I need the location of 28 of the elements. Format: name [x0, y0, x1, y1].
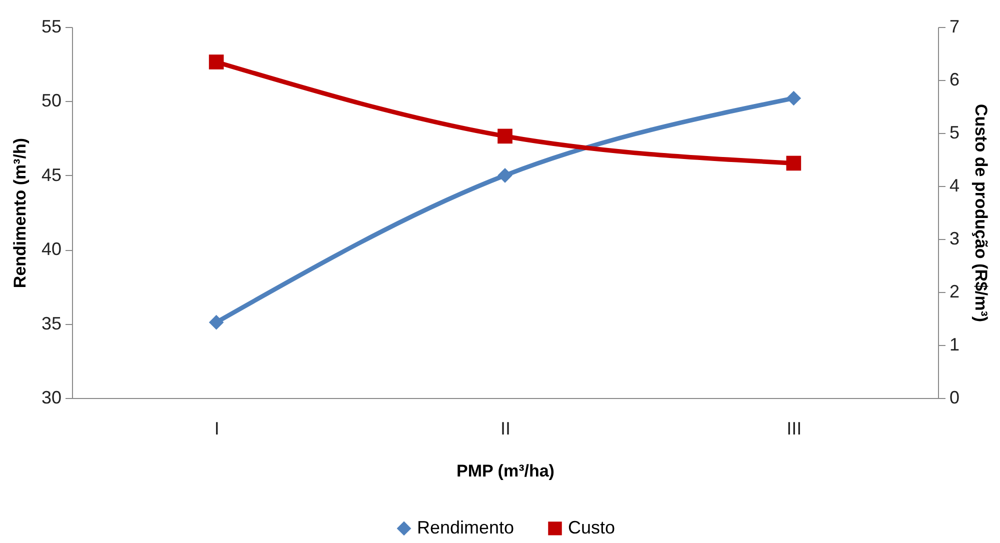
point [208, 54, 224, 70]
y-tick-label: 45 [41, 164, 62, 185]
point [498, 168, 512, 183]
y2-tick-label: 6 [950, 70, 960, 90]
legend-label: Custo [568, 517, 616, 538]
legend-label: Rendimento [417, 517, 514, 538]
y-tick-label: 35 [41, 313, 62, 334]
y2-axis-title: Custo de produção (R$/m³) [972, 104, 991, 322]
y2-tick-label: 1 [950, 334, 960, 354]
y-tick-label: 30 [41, 388, 62, 408]
y-axis-title: Rendimento (m³/h) [10, 138, 30, 288]
y2-tick-label: 3 [950, 228, 960, 248]
y2-tick-label: 2 [950, 282, 960, 302]
x-axis-title: PMP (m³/ha) [456, 462, 554, 480]
point [498, 128, 512, 144]
x-tick-label: III [786, 418, 802, 438]
point [786, 156, 802, 171]
y2-tick-label: 0 [950, 388, 960, 408]
x-tick-label: II [500, 418, 511, 438]
y-tick-label: 55 [41, 16, 62, 36]
point [208, 314, 224, 330]
x-tick-label: I [214, 418, 220, 438]
y-tick-label: 50 [41, 90, 62, 111]
y-tick-label: 40 [41, 239, 62, 260]
y2-tick-label: 7 [950, 16, 960, 36]
y2-tick-label: 4 [950, 176, 960, 196]
y2-tick-label: 5 [950, 122, 960, 142]
point [786, 90, 802, 106]
